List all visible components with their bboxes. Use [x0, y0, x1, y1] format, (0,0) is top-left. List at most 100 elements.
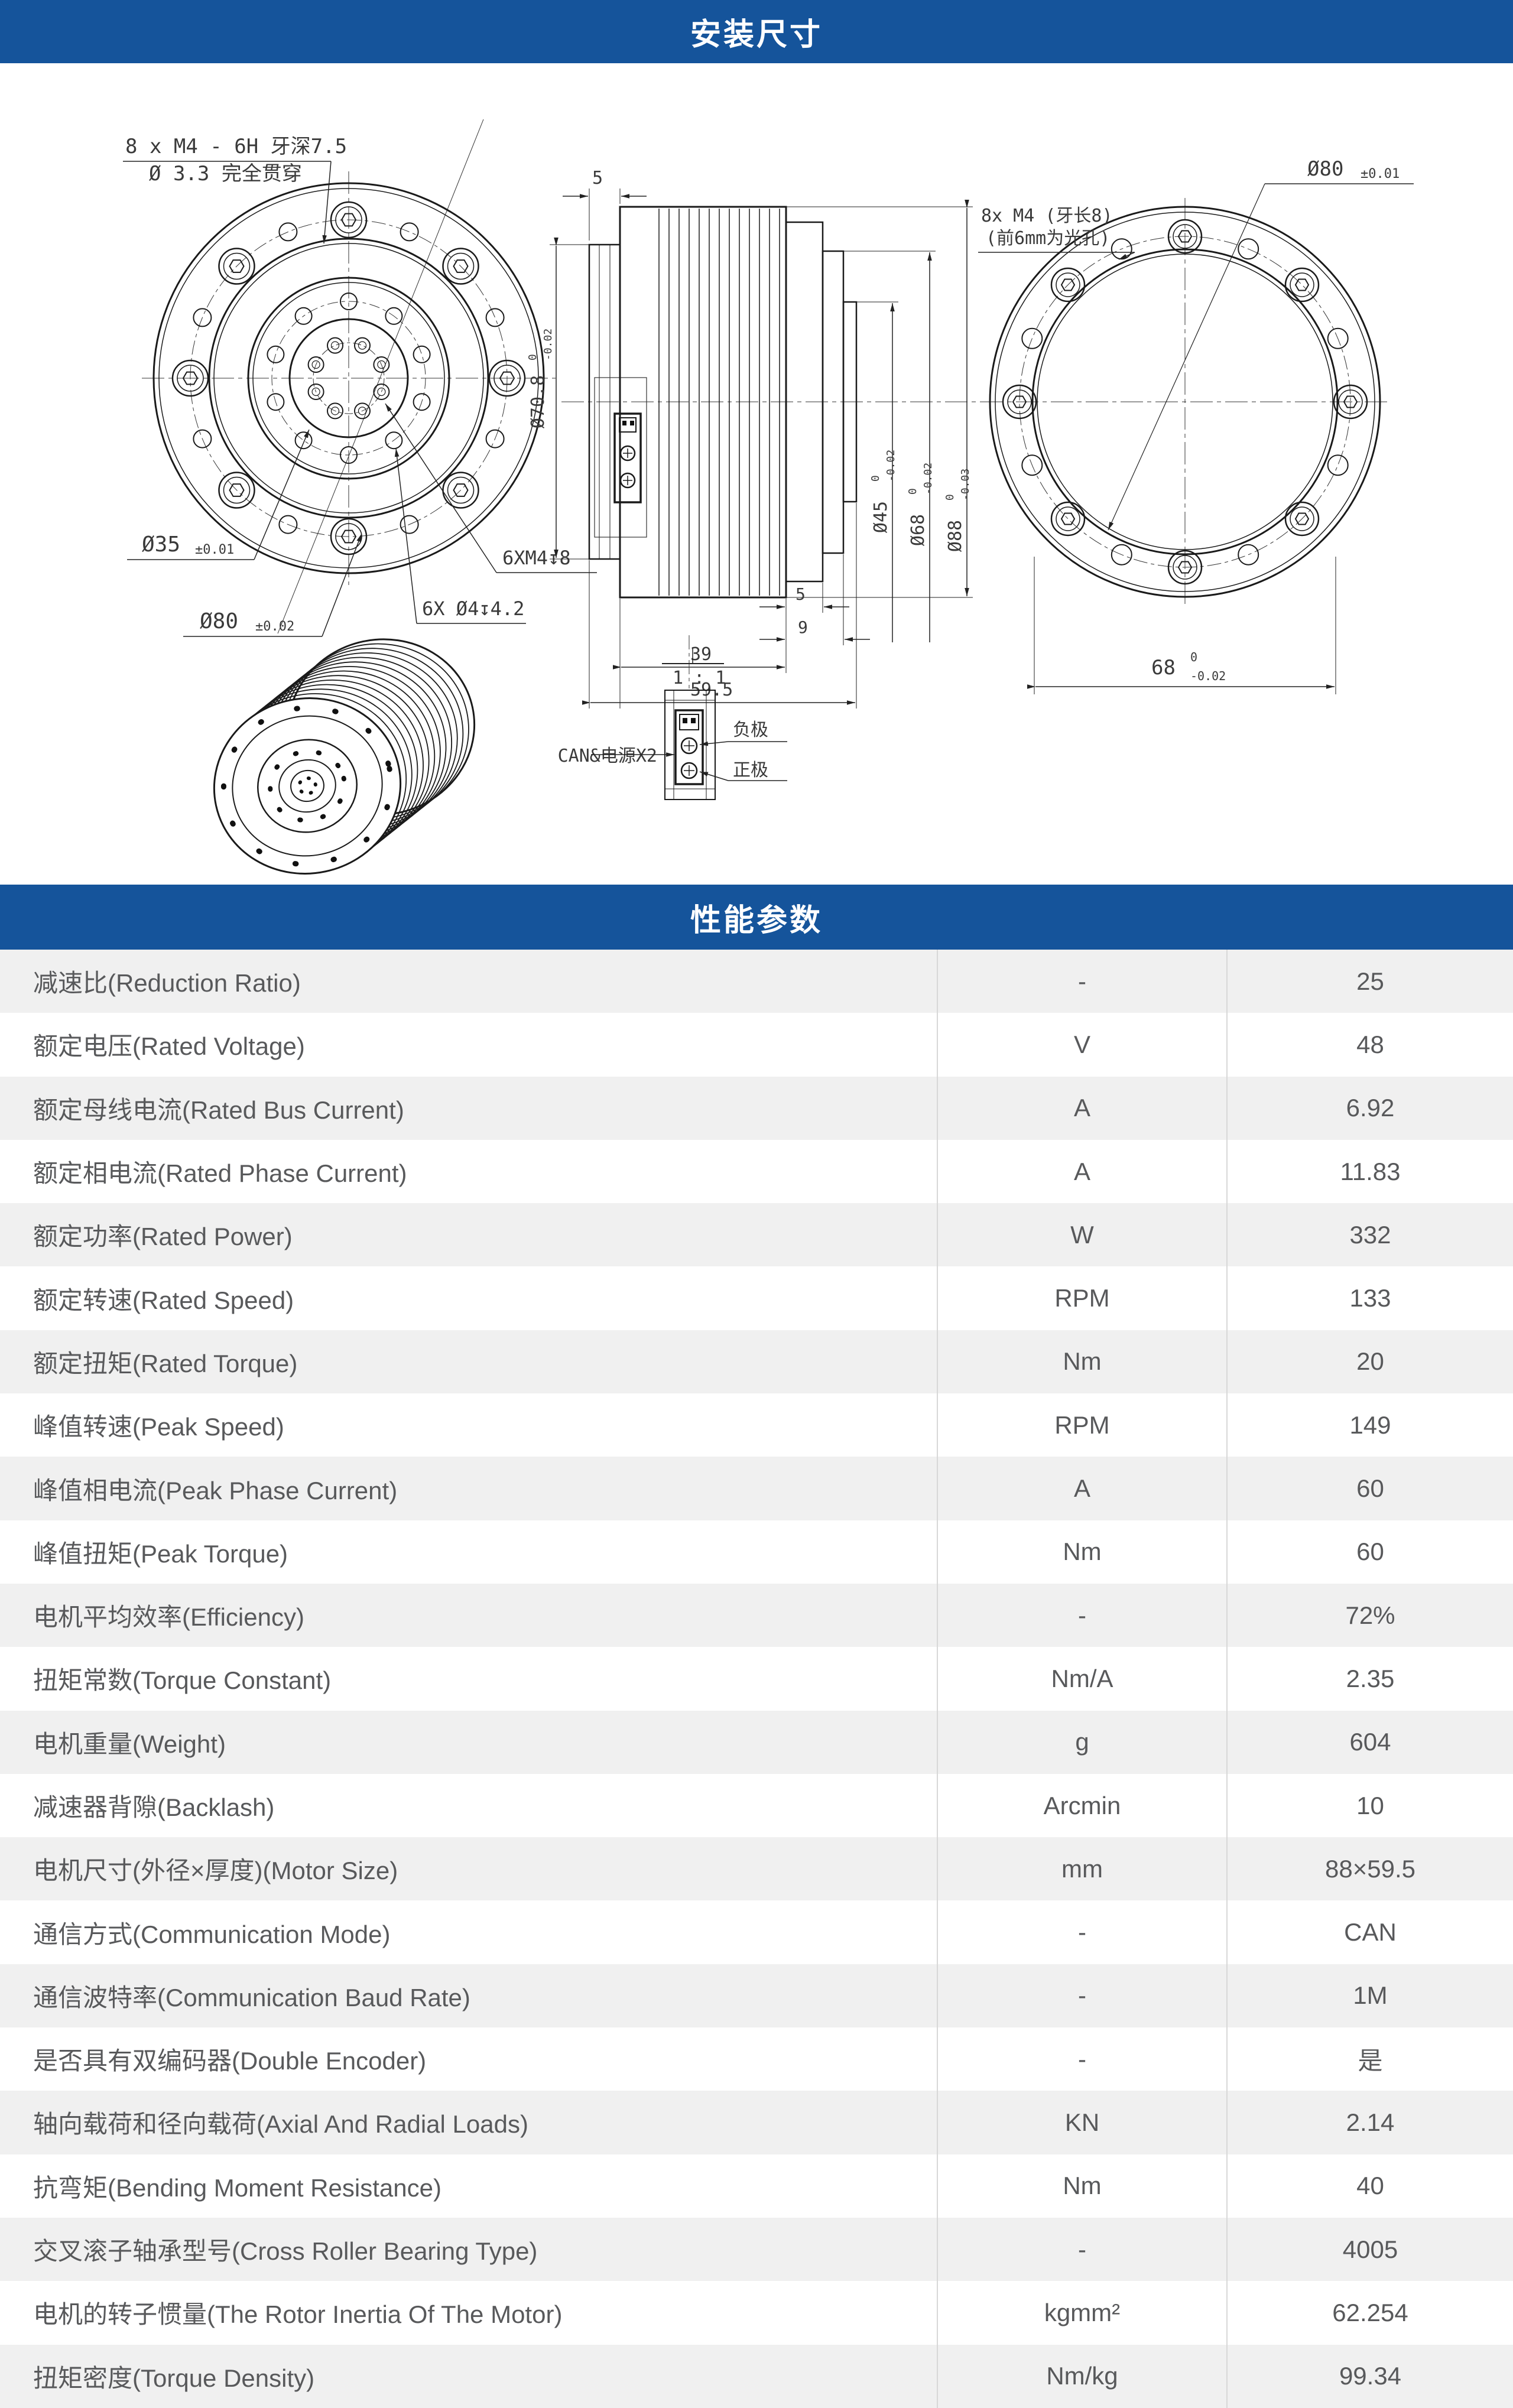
param-value: 133: [1226, 1266, 1513, 1330]
section-dim-9: 9: [798, 618, 808, 637]
table-row: 减速器背隙(Backlash) Arcmin 10: [0, 1773, 1513, 1838]
param-unit: Nm: [937, 2154, 1226, 2218]
table-row: 额定扭矩(Rated Torque) Nm 20: [0, 1330, 1513, 1394]
table-row: 抗弯矩(Bending Moment Resistance) Nm 40: [0, 2154, 1513, 2218]
param-label: 通信波特率(Communication Baud Rate): [33, 1983, 470, 2011]
param-unit: A: [937, 1076, 1226, 1140]
front-note-dia33: Ø 3.3 完全贯穿: [149, 162, 302, 186]
param-unit: Arcmin: [937, 1773, 1226, 1838]
rear-dim-68-tol-bottom: -0.02: [1190, 669, 1226, 683]
table-row: 额定母线电流(Rated Bus Current) A 6.92: [0, 1076, 1513, 1140]
param-label: 交叉滚子轴承型号(Cross Roller Bearing Type): [33, 2237, 538, 2266]
table-row: 交叉滚子轴承型号(Cross Roller Bearing Type) - 40…: [0, 2217, 1513, 2282]
param-unit: kgmm²: [937, 2281, 1226, 2345]
param-unit: g: [937, 1710, 1226, 1774]
param-label: 减速器背隙(Backlash): [33, 1793, 275, 1821]
param-value: 60: [1226, 1457, 1513, 1520]
table-row: 轴向载荷和径向载荷(Axial And Radial Loads) KN 2.1…: [0, 2091, 1513, 2154]
param-unit: Nm: [937, 1520, 1226, 1584]
param-label: 抗弯矩(Bending Moment Resistance): [33, 2173, 441, 2202]
table-row: 额定电压(Rated Voltage) V 48: [0, 1013, 1513, 1077]
param-unit: V: [937, 1013, 1226, 1077]
param-value: 62.254: [1226, 2281, 1513, 2345]
front-note-m4: 8 x M4 - 6H 牙深7.5: [125, 135, 347, 158]
param-value: 20: [1226, 1330, 1513, 1394]
param-value: 60: [1226, 1520, 1513, 1584]
table-row: 额定转速(Rated Speed) RPM 133: [0, 1266, 1513, 1330]
param-unit: -: [937, 2027, 1226, 2091]
table-row: 峰值转速(Peak Speed) RPM 149: [0, 1393, 1513, 1457]
section-dim-dia68-tol-bottom: -0.02: [922, 463, 934, 495]
param-value: 2.14: [1226, 2091, 1513, 2154]
param-label: 峰值相电流(Peak Phase Current): [33, 1476, 398, 1504]
param-label: 扭矩密度(Torque Density): [33, 2364, 315, 2392]
param-unit: A: [937, 1457, 1226, 1520]
param-value: 25: [1226, 950, 1513, 1013]
section-dim-dia45: Ø45: [871, 501, 891, 533]
param-label: 是否具有双编码器(Double Encoder): [33, 2047, 427, 2075]
param-value: 11.83: [1226, 1139, 1513, 1204]
param-unit: -: [937, 2217, 1226, 2282]
param-unit: Nm/A: [937, 1647, 1226, 1711]
param-label: 通信方式(Communication Mode): [33, 1920, 391, 1948]
connector-scale-label: 1 : 1: [673, 668, 726, 688]
section-dim-dia45-tol-top: 0: [869, 475, 882, 482]
section-dim-dia70-8: Ø70.8: [528, 375, 548, 428]
rear-dim-68: 68: [1151, 656, 1176, 680]
connector-label: CAN&电源X2: [558, 746, 657, 766]
param-value: CAN: [1226, 1900, 1513, 1964]
section-dim-dia70-8-tol-bottom: -0.02: [542, 329, 554, 360]
param-unit: -: [937, 1900, 1226, 1964]
table-row: 是否具有双编码器(Double Encoder) - 是: [0, 2027, 1513, 2091]
table-row: 额定功率(Rated Power) W 332: [0, 1203, 1513, 1267]
table-row: 减速比(Reduction Ratio) - 25: [0, 950, 1513, 1013]
front-dim-dia35: Ø35: [142, 532, 180, 557]
param-value: 332: [1226, 1203, 1513, 1267]
param-label: 额定扭矩(Rated Torque): [33, 1349, 298, 1377]
param-unit: A: [937, 1139, 1226, 1204]
param-label: 峰值扭矩(Peak Torque): [33, 1539, 288, 1568]
param-unit: -: [937, 950, 1226, 1013]
table-row: 电机的转子惯量(The Rotor Inertia Of The Motor) …: [0, 2281, 1513, 2345]
rear-note-m4: 8x M4 (牙长8): [981, 206, 1113, 226]
table-row: 峰值相电流(Peak Phase Current) A 60: [0, 1457, 1513, 1520]
section-dim-dia88: Ø88: [945, 520, 966, 552]
table-row: 电机平均效率(Efficiency) - 72%: [0, 1583, 1513, 1647]
front-note-6xm4: 6XM4↧8: [502, 547, 571, 569]
param-unit: -: [937, 1964, 1226, 2028]
isometric-view: [213, 638, 476, 875]
param-label: 电机尺寸(外径×厚度)(Motor Size): [33, 1857, 398, 1885]
param-value: 99.34: [1226, 2344, 1513, 2408]
param-value: 2.35: [1226, 1647, 1513, 1711]
table-row: 峰值扭矩(Peak Torque) Nm 60: [0, 1520, 1513, 1584]
param-unit: Nm/kg: [937, 2344, 1226, 2408]
rear-dim-68-tol-top: 0: [1190, 650, 1197, 664]
param-unit: RPM: [937, 1393, 1226, 1457]
connector-negative-label: 负极: [733, 720, 768, 740]
connector-positive-label: 正极: [733, 760, 768, 781]
param-value: 40: [1226, 2154, 1513, 2218]
param-value: 10: [1226, 1773, 1513, 1838]
param-unit: RPM: [937, 1266, 1226, 1330]
front-dim-dia35-tol: ±0.01: [195, 542, 234, 557]
section-dim-dia88-tol-bottom: -0.03: [959, 469, 972, 501]
table-row: 通信方式(Communication Mode) - CAN: [0, 1900, 1513, 1964]
front-note-6xd4: 6X Ø4↧4.2: [422, 597, 524, 620]
section-dim-dia68-tol-top: 0: [907, 488, 919, 495]
install-dims-title: 安装尺寸: [690, 18, 823, 52]
front-dim-dia80: Ø80: [200, 609, 238, 633]
param-unit: KN: [937, 2091, 1226, 2154]
front-view: 8 x M4 - 6H 牙深7.5 Ø 3.3 完全贯穿 Ø35 ±0.01 Ø…: [123, 119, 597, 637]
rear-view: 8x M4 (牙长8) (前6mm为光孔) Ø80 ±0.01 68 0 -0.…: [978, 157, 1414, 694]
param-value: 72%: [1226, 1583, 1513, 1647]
param-label: 额定转速(Rated Speed): [33, 1286, 294, 1314]
section-dim-5-bottom: 5: [796, 584, 806, 604]
connector-detail: 1 : 1 CAN&电源X2 负极 正极: [558, 635, 787, 800]
param-label: 额定电压(Rated Voltage): [33, 1032, 305, 1061]
table-row: 额定相电流(Rated Phase Current) A 11.83: [0, 1139, 1513, 1204]
param-unit: mm: [937, 1837, 1226, 1901]
performance-params-header: 性能参数: [0, 885, 1513, 950]
section-dim-5-top: 5: [592, 168, 603, 189]
table-row: 扭矩常数(Torque Constant) Nm/A 2.35: [0, 1647, 1513, 1711]
installation-drawing: 8 x M4 - 6H 牙深7.5 Ø 3.3 完全贯穿 Ø35 ±0.01 Ø…: [123, 119, 1414, 875]
